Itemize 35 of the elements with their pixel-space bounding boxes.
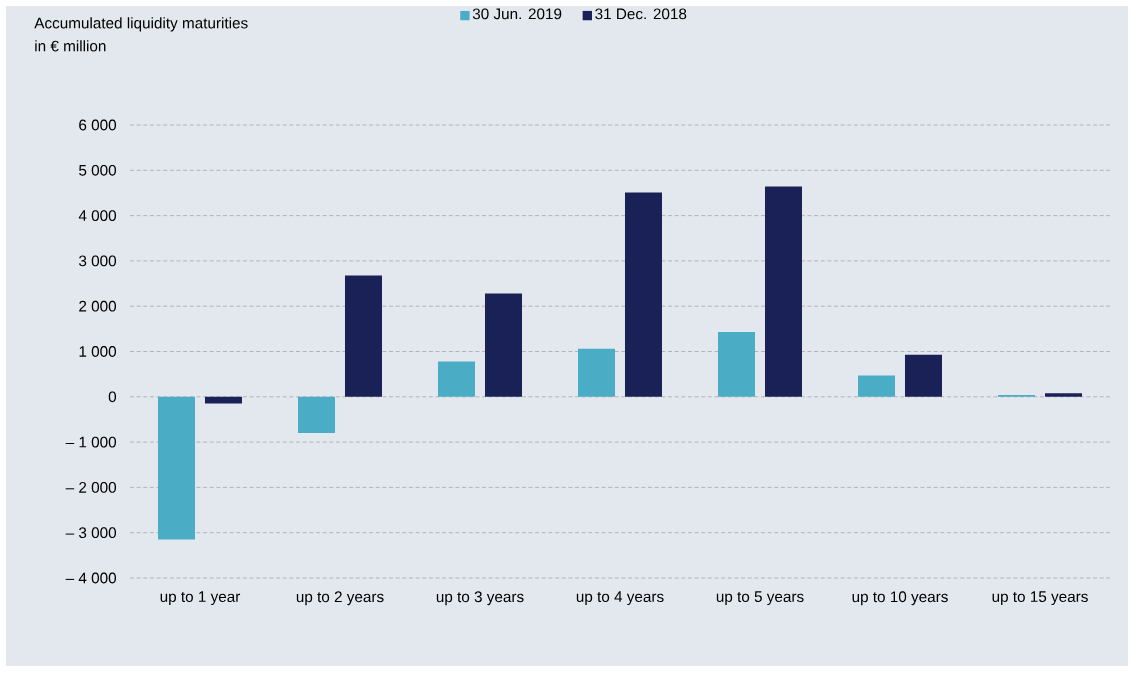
y-tick-label: – 4 000 xyxy=(65,572,117,584)
y-tick-label: 2 000 xyxy=(79,300,117,312)
bar xyxy=(204,396,242,404)
y-tick-label: 3 000 xyxy=(79,255,117,267)
bar xyxy=(858,375,896,397)
y-tick-label: – 1 000 xyxy=(65,436,117,448)
y-tick-label: 0 xyxy=(108,391,117,403)
x-tick-label: up to 15 years xyxy=(992,591,1088,606)
bar xyxy=(764,186,802,397)
y-tick-label: – 3 000 xyxy=(65,527,117,539)
x-tick-label: up to 1 year xyxy=(160,591,241,606)
bar xyxy=(1044,393,1082,397)
chart-title: Accumulated liquidity maturities xyxy=(34,17,248,32)
legend-label: 30 Jun. 2019 xyxy=(472,8,562,20)
bar xyxy=(904,354,942,397)
bar xyxy=(158,396,196,540)
bar xyxy=(718,332,756,397)
y-tick-label: 4 000 xyxy=(78,210,117,221)
bar xyxy=(344,275,382,397)
x-tick-label: up to 10 years xyxy=(852,591,948,606)
legend-label: 31 Dec. 2018 xyxy=(595,8,687,20)
y-axis-title: in € million xyxy=(35,40,106,52)
y-tick-label: 1 000 xyxy=(79,346,117,357)
y-tick-label: 5 000 xyxy=(79,164,117,176)
bar xyxy=(484,293,522,397)
bar xyxy=(624,192,662,397)
y-tick-label: 6 000 xyxy=(79,119,117,131)
y-tick-label: – 2 000 xyxy=(65,481,117,493)
x-tick-label: up to 5 years xyxy=(716,591,804,606)
bar xyxy=(298,396,336,434)
x-tick-label: up to 3 years xyxy=(436,591,524,606)
bar xyxy=(578,348,616,397)
x-tick-label: up to 4 years xyxy=(576,591,664,606)
bar xyxy=(438,361,476,397)
x-tick-label: up to 2 years xyxy=(296,591,384,606)
